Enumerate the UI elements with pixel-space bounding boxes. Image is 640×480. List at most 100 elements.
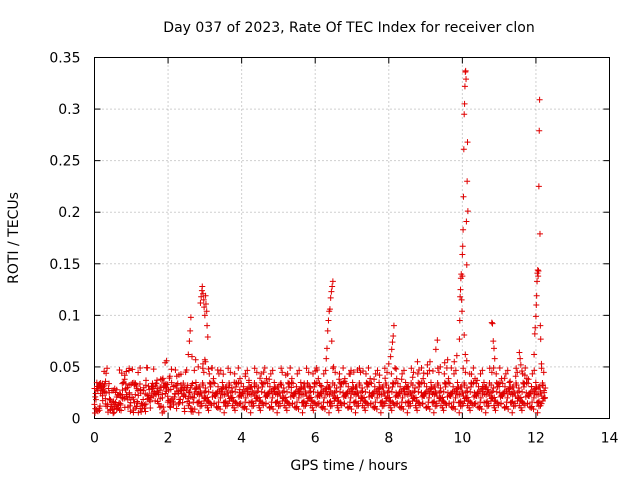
data-point (529, 399, 536, 406)
data-point (349, 385, 356, 392)
data-point (284, 388, 291, 395)
data-point (534, 278, 541, 285)
data-point (463, 357, 470, 364)
data-point (295, 394, 302, 401)
data-point (186, 338, 193, 345)
data-point (398, 399, 405, 406)
x-tick-label: 8 (384, 431, 393, 447)
data-point (461, 83, 468, 90)
data-point (314, 400, 321, 407)
data-point (326, 306, 333, 313)
data-point (393, 400, 400, 407)
data-point (310, 399, 317, 406)
data-point (131, 381, 138, 388)
data-point (354, 367, 361, 374)
data-point (186, 388, 193, 395)
data-point (467, 407, 474, 414)
data-point (168, 366, 175, 373)
data-point (324, 327, 331, 334)
data-point (315, 400, 322, 407)
y-tick-label: 0.35 (49, 51, 80, 67)
data-point (92, 396, 99, 403)
data-point (473, 380, 480, 387)
data-point (260, 369, 267, 376)
data-point (172, 367, 179, 374)
data-point (136, 380, 143, 387)
data-point (435, 369, 442, 376)
data-point (418, 379, 425, 386)
data-point (135, 409, 142, 416)
data-point (445, 375, 452, 382)
data-point (257, 375, 264, 382)
data-point (431, 383, 438, 390)
data-point (365, 364, 372, 371)
data-point (365, 381, 372, 388)
data-point (318, 383, 325, 390)
data-point (186, 400, 193, 407)
data-point (413, 404, 420, 411)
data-point (531, 367, 538, 374)
data-point (516, 388, 523, 395)
data-point (499, 380, 506, 387)
data-point (231, 404, 238, 411)
data-point (434, 337, 441, 344)
data-point (466, 404, 473, 411)
data-point (373, 406, 380, 413)
data-point (414, 407, 421, 414)
data-point (129, 366, 136, 373)
data-point (244, 367, 251, 374)
y-tick-label: 0.15 (49, 257, 80, 273)
data-point (323, 345, 330, 352)
data-point (518, 368, 525, 375)
data-point (471, 400, 478, 407)
data-point (261, 364, 268, 371)
data-point (160, 404, 167, 411)
data-point (175, 400, 182, 407)
data-point (200, 369, 207, 376)
data-point (271, 379, 278, 386)
data-point (283, 407, 290, 414)
data-point (493, 388, 500, 395)
data-point (432, 346, 439, 353)
data-point (217, 406, 224, 413)
data-point (324, 379, 331, 386)
data-point (334, 404, 341, 411)
data-point (181, 408, 188, 415)
data-point (372, 370, 379, 377)
data-point (347, 371, 354, 378)
data-point (427, 379, 434, 386)
data-point (301, 380, 308, 387)
data-point (243, 386, 250, 393)
data-point (535, 183, 542, 190)
data-point (496, 383, 503, 390)
data-point (122, 380, 129, 387)
data-point (179, 399, 186, 406)
data-point (112, 399, 119, 406)
data-point (177, 371, 184, 378)
data-point (225, 400, 232, 407)
data-point (187, 405, 194, 412)
data-point (531, 330, 538, 337)
data-point (535, 273, 542, 280)
data-point (217, 394, 224, 401)
data-point (111, 385, 118, 392)
data-point (423, 383, 430, 390)
data-point (392, 364, 399, 371)
data-point (437, 363, 444, 370)
data-point (492, 407, 499, 414)
data-point (359, 388, 366, 395)
data-point (385, 388, 392, 395)
data-point (181, 391, 188, 398)
data-point (177, 396, 184, 403)
data-point (389, 339, 396, 346)
data-point (313, 379, 320, 386)
data-point (221, 399, 228, 406)
data-point (206, 370, 213, 377)
data-point (504, 367, 511, 374)
data-point (270, 406, 277, 413)
data-point (336, 370, 343, 377)
x-axis-label: GPS time / hours (290, 458, 407, 474)
data-point (287, 364, 294, 371)
data-point (462, 67, 469, 74)
y-tick-label: 0 (72, 412, 81, 428)
